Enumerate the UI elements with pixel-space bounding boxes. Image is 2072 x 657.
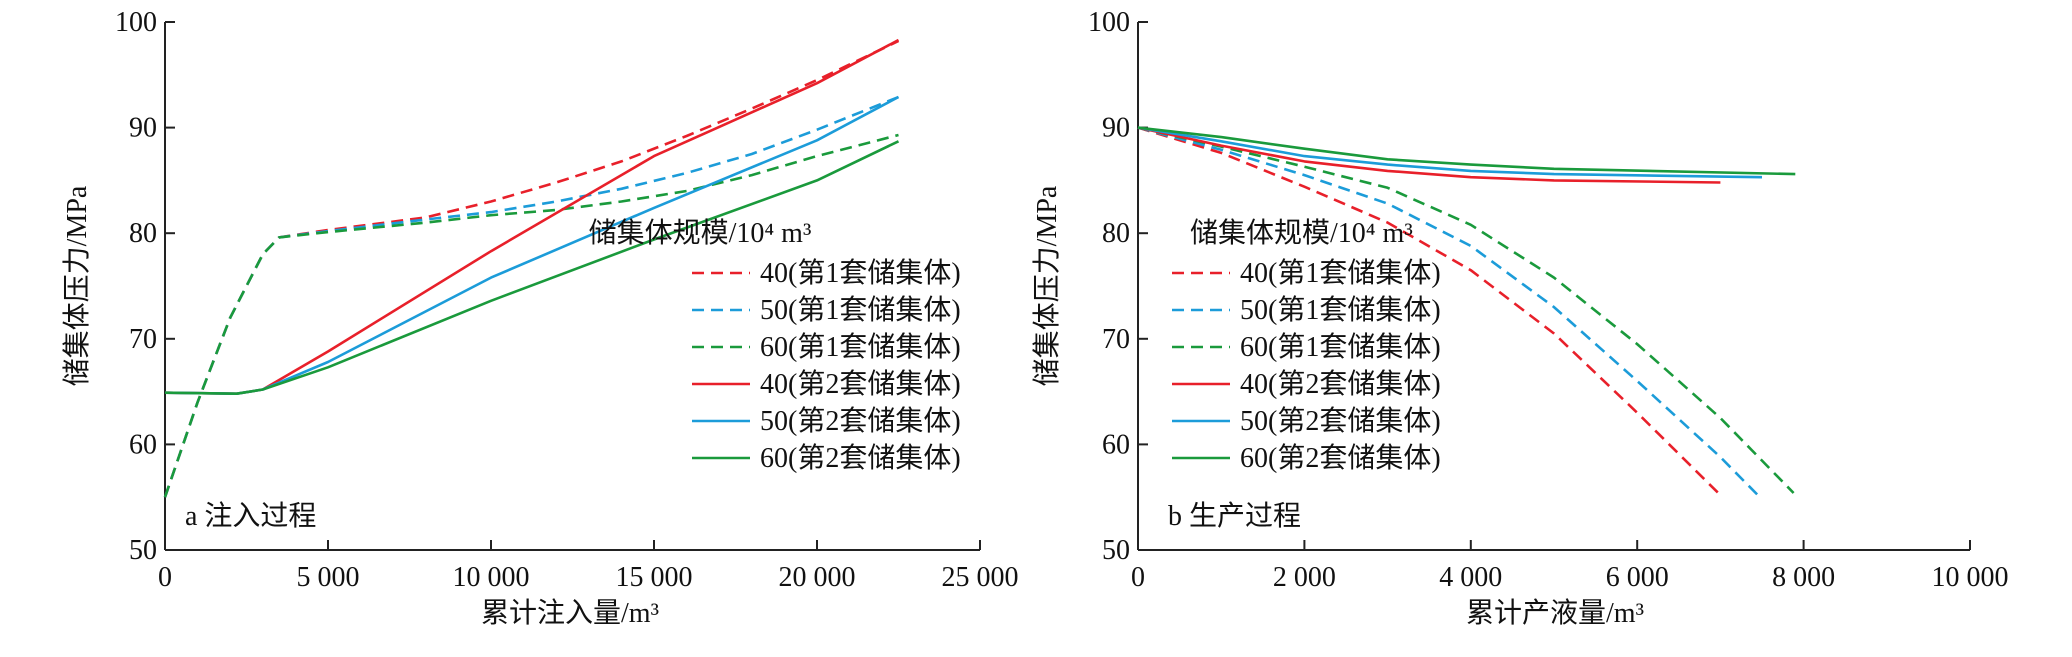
y-tick-label: 100 [1088, 7, 1130, 38]
series-line-6 [164, 140, 900, 395]
y-tick-label: 80 [129, 218, 157, 249]
x-tick-label: 0 [158, 562, 172, 593]
y-axis-title: 储集体压力/MPa [1031, 185, 1063, 386]
series-line-4 [1137, 126, 1721, 184]
x-tick-label: 8 000 [1772, 562, 1835, 593]
legend-title: 储集体规模/10⁴ m³ [589, 217, 812, 249]
panel-label: a 注入过程 [185, 500, 316, 532]
y-axis-title: 储集体压力/MPa [61, 185, 93, 386]
legend-label-5: 50(第2套储集体) [760, 405, 961, 437]
x-tick-label: 6 000 [1606, 562, 1669, 593]
legend-label-3: 60(第1套储集体) [1240, 331, 1441, 363]
legend-label-2: 50(第1套储集体) [1240, 294, 1441, 326]
y-tick-label: 60 [1102, 429, 1130, 460]
y-tick-label: 100 [115, 7, 157, 38]
series-line-3 [163, 133, 899, 498]
chart-panel-b: 50 60 70 80 90 100 0 2 000 4 000 6 000 8 000 10 000… [1031, 7, 2009, 629]
y-tick-label: 50 [1102, 535, 1130, 566]
chart-panel-a: 50 60 70 80 90 100 0 5 000 10 000 15 000 20 000 25 … [61, 7, 1019, 629]
x-tick-label: 15 000 [616, 562, 693, 593]
series-line-1 [163, 39, 900, 498]
legend-title: 储集体规模/10⁴ m³ [1190, 217, 1413, 249]
series-line-6 [1137, 126, 1796, 176]
y-tick-label: 70 [1102, 324, 1130, 355]
series-line-5 [1137, 126, 1763, 179]
legend-label-1: 40(第1套储集体) [760, 257, 961, 289]
y-tick-label: 60 [129, 429, 157, 460]
y-tick-label: 70 [129, 324, 157, 355]
panel-label: b 生产过程 [1168, 500, 1301, 532]
x-tick-label: 0 [1131, 562, 1145, 593]
y-tick-label: 50 [129, 535, 157, 566]
series-line-2 [1137, 126, 1759, 497]
series-line-2 [163, 95, 899, 498]
series-line-3 [1137, 126, 1795, 494]
x-tick-label: 10 000 [453, 562, 530, 593]
x-tick-label: 5 000 [297, 562, 360, 593]
x-tick-label: 4 000 [1439, 562, 1502, 593]
x-tick-label: 2 000 [1273, 562, 1336, 593]
x-axis-title: 累计产液量/m³ [1466, 597, 1644, 629]
x-axis-title: 累计注入量/m³ [481, 597, 659, 629]
series-line-1 [1137, 126, 1722, 497]
y-tick-label: 90 [129, 113, 157, 144]
legend-label-6: 60(第2套储集体) [1240, 442, 1441, 474]
legend-label-4: 40(第2套储集体) [1240, 368, 1441, 400]
legend-label-1: 40(第1套储集体) [1240, 257, 1441, 289]
x-tick-label: 10 000 [1932, 562, 2009, 593]
legend-label-4: 40(第2套储集体) [760, 368, 961, 400]
x-tick-label: 20 000 [779, 562, 856, 593]
legend-label-6: 60(第2套储集体) [760, 442, 961, 474]
x-tick-label: 25 000 [942, 562, 1019, 593]
legend-label-5: 50(第2套储集体) [1240, 405, 1441, 437]
legend-label-3: 60(第1套储集体) [760, 331, 961, 363]
y-tick-label: 80 [1102, 218, 1130, 249]
y-tick-label: 90 [1102, 113, 1130, 144]
legend-label-2: 50(第1套储集体) [760, 294, 961, 326]
